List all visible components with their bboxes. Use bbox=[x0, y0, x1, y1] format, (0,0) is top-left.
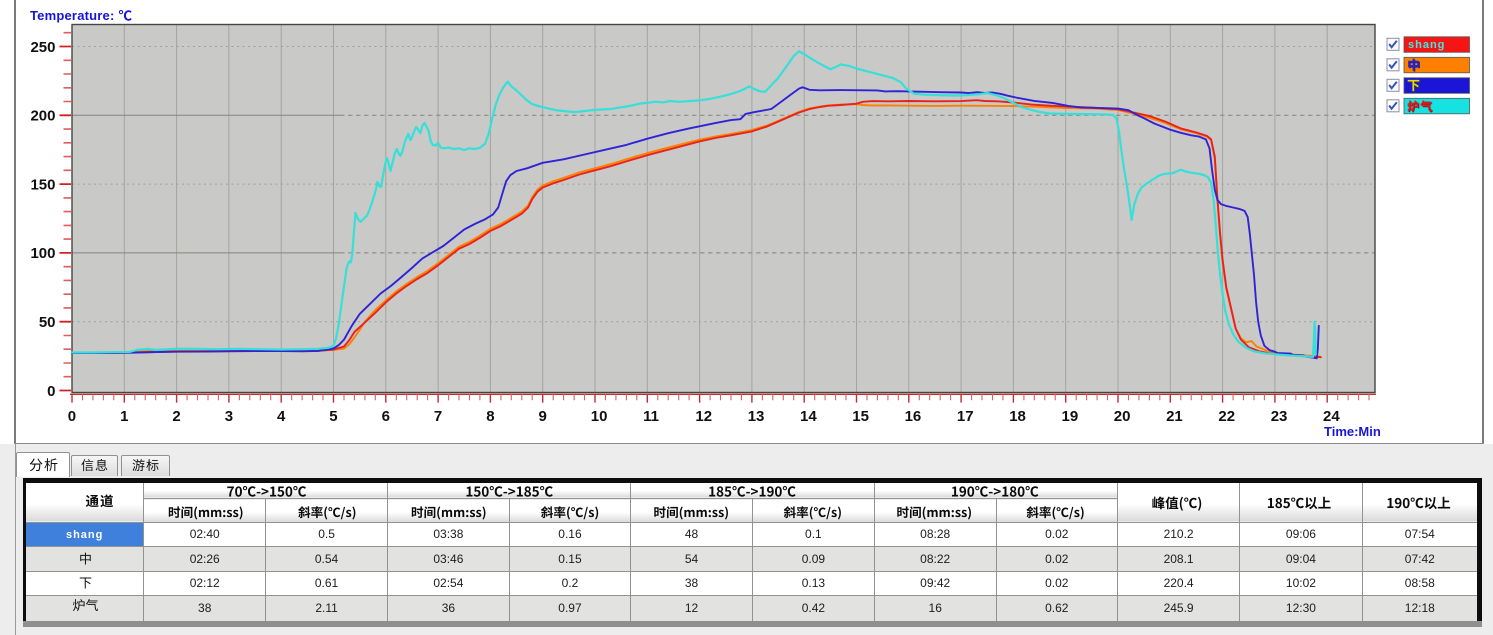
svg-text:14: 14 bbox=[800, 408, 817, 425]
svg-text:16: 16 bbox=[905, 408, 922, 425]
svg-text:17: 17 bbox=[957, 408, 974, 425]
svg-text:3: 3 bbox=[225, 408, 233, 425]
svg-text:100: 100 bbox=[30, 245, 55, 262]
svg-text:7: 7 bbox=[434, 408, 442, 425]
svg-text:23: 23 bbox=[1271, 408, 1288, 425]
svg-text:0: 0 bbox=[68, 408, 76, 425]
svg-text:24: 24 bbox=[1323, 408, 1340, 425]
svg-text:18: 18 bbox=[1009, 408, 1026, 425]
svg-text:9: 9 bbox=[539, 408, 547, 425]
svg-text:4: 4 bbox=[277, 408, 286, 425]
svg-text:19: 19 bbox=[1062, 408, 1079, 425]
svg-text:250: 250 bbox=[30, 39, 55, 56]
svg-text:20: 20 bbox=[1114, 408, 1131, 425]
svg-text:12: 12 bbox=[695, 408, 712, 425]
svg-text:21: 21 bbox=[1166, 408, 1183, 425]
svg-text:2: 2 bbox=[172, 408, 180, 425]
svg-text:8: 8 bbox=[486, 408, 494, 425]
svg-text:11: 11 bbox=[643, 408, 659, 425]
svg-text:22: 22 bbox=[1218, 408, 1235, 425]
svg-text:5: 5 bbox=[329, 408, 337, 425]
svg-text:200: 200 bbox=[30, 108, 55, 125]
svg-text:1: 1 bbox=[120, 408, 128, 425]
svg-text:13: 13 bbox=[748, 408, 765, 425]
svg-text:150: 150 bbox=[30, 176, 55, 193]
svg-text:15: 15 bbox=[852, 408, 869, 425]
svg-text:0: 0 bbox=[47, 383, 55, 400]
svg-text:10: 10 bbox=[591, 408, 608, 425]
svg-text:6: 6 bbox=[382, 408, 390, 425]
svg-text:50: 50 bbox=[39, 314, 56, 331]
